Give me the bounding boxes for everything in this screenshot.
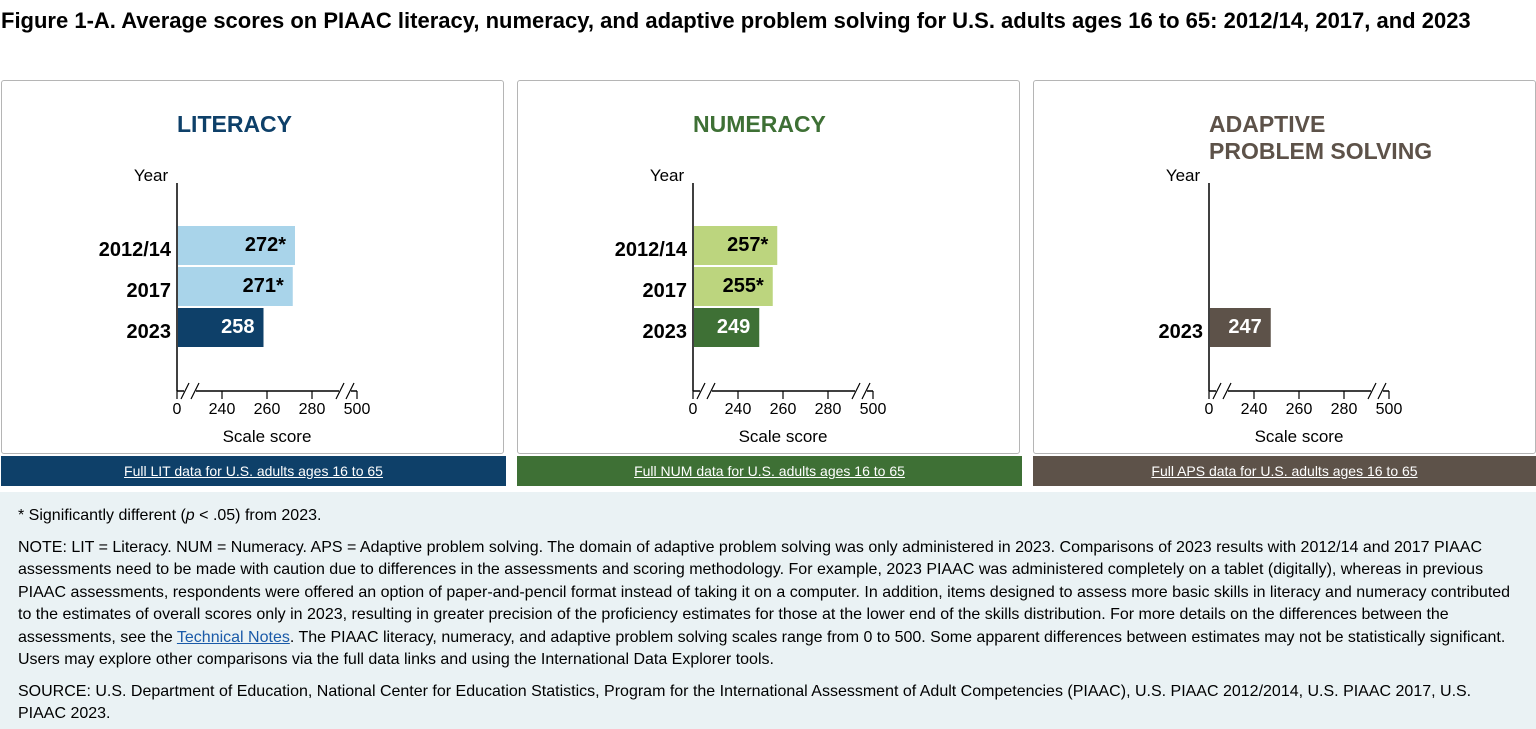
bar-value-label: 258 — [221, 316, 254, 338]
x-axis-label: Scale score — [1255, 427, 1344, 446]
y-axis-label: Year — [1166, 166, 1201, 185]
literacy-panel: LITERACY Year 0 240 260 280 500 Scale score 201… — [1, 80, 504, 454]
axis-break-left-slash-1 — [180, 382, 190, 400]
x-tick-label: 500 — [1376, 401, 1403, 418]
axis-break-right-slash-2 — [1377, 382, 1387, 400]
bar-value-label: 257* — [727, 234, 768, 256]
adaptive-problem-solving-chart-title: ADAPTIVE PROBLEM SOLVING — [1209, 111, 1433, 164]
p-symbol: p — [185, 507, 195, 524]
x-tick-label: 500 — [860, 401, 887, 418]
x-tick-label: 240 — [1241, 401, 1268, 418]
numeracy-chart: Year 0 240 260 280 500 Scale score 2012/14 257* 2… — [615, 166, 887, 446]
y-category-label: 2012/14 — [615, 239, 688, 261]
adaptive-problem-solving-panel: ADAPTIVE PROBLEM SOLVING Year 0 240 260 280 5… — [1033, 80, 1536, 454]
axis-break-right-slash-2 — [345, 382, 355, 400]
x-tick-label: 500 — [344, 401, 371, 418]
y-category-label: 2017 — [127, 280, 172, 302]
bar — [694, 308, 760, 347]
numeracy-panel: NUMERACY Year 0 240 260 280 500 Scale score 201… — [517, 80, 1020, 454]
bar — [1210, 308, 1271, 347]
x-tick-label: 280 — [815, 401, 842, 418]
x-tick-label: 240 — [209, 401, 236, 418]
x-tick-label: 280 — [299, 401, 326, 418]
axis-break-left-gap — [184, 381, 196, 401]
y-category-label: 2023 — [127, 321, 172, 343]
bar-value-label: 249 — [717, 316, 750, 338]
axis-break-right-slash-1 — [1367, 382, 1377, 400]
axis-break-left-slash-1 — [1212, 382, 1222, 400]
adaptive-problem-solving-chart: Year 0 240 260 280 500 Scale score 2023 247 — [1159, 166, 1403, 446]
bar-value-label: 255* — [723, 275, 764, 297]
full-num-data-link[interactable]: Full NUM data for U.S. adults ages 16 to… — [517, 456, 1022, 486]
x-tick-label: 260 — [1286, 401, 1313, 418]
source-note: SOURCE: U.S. Department of Education, Na… — [18, 682, 1472, 723]
bar-value-label: 272* — [245, 234, 286, 256]
axis-break-right-slash-1 — [335, 382, 345, 400]
bar — [694, 226, 778, 265]
significance-rest: < .05) from 2023. — [194, 507, 322, 524]
significance-note: * Significantly different (p < .05) from… — [18, 505, 1518, 528]
axis-break-right-slash-2 — [861, 382, 871, 400]
full-aps-data-link[interactable]: Full APS data for U.S. adults ages 16 to… — [1033, 456, 1536, 486]
figure-title: Figure 1-A. Average scores on PIAAC lite… — [1, 8, 1471, 33]
full-lit-data-link[interactable]: Full LIT data for U.S. adults ages 16 to… — [1, 456, 506, 486]
axis-break-right-gap — [339, 381, 351, 401]
y-category-label: 2012/14 — [99, 239, 172, 261]
bar — [178, 226, 295, 265]
y-category-label: 2023 — [1159, 321, 1204, 343]
bar — [178, 267, 293, 306]
axis-break-right-gap — [1371, 381, 1383, 401]
axis-break-left-gap — [1216, 381, 1228, 401]
y-category-label: 2023 — [643, 321, 688, 343]
bar — [694, 267, 773, 306]
general-note: NOTE: LIT = Literacy. NUM = Numeracy. AP… — [18, 537, 1518, 672]
note-text-continued: . The PIAAC literacy, numeracy, and adap… — [18, 628, 1506, 669]
technical-notes-link[interactable]: Technical Notes — [176, 628, 290, 646]
axis-break-left-slash-1 — [696, 382, 706, 400]
axis-break-left-slash-2 — [190, 382, 200, 400]
y-axis-label: Year — [650, 166, 685, 185]
bar — [178, 308, 264, 347]
x-tick-label: 260 — [254, 401, 281, 418]
axis-break-left-gap — [700, 381, 712, 401]
bar-value-label: 271* — [243, 275, 284, 297]
axis-break-left-slash-2 — [706, 382, 716, 400]
axis-break-left-slash-2 — [1222, 382, 1232, 400]
significance-text: * Significantly different ( — [18, 507, 186, 524]
x-axis-label: Scale score — [739, 427, 828, 446]
x-tick-label: 0 — [173, 401, 182, 418]
note-text: NOTE: LIT = Literacy. NUM = Numeracy. AP… — [18, 538, 1511, 646]
literacy-chart-title: LITERACY — [177, 111, 292, 137]
x-tick-label: 260 — [770, 401, 797, 418]
x-tick-label: 0 — [1205, 401, 1214, 418]
y-axis-label: Year — [134, 166, 169, 185]
x-tick-label: 0 — [689, 401, 698, 418]
y-category-label: 2017 — [643, 280, 688, 302]
axis-break-right-slash-1 — [851, 382, 861, 400]
x-tick-label: 240 — [725, 401, 752, 418]
literacy-chart: Year 0 240 260 280 500 Scale score 2012/14 272* 2… — [99, 166, 371, 446]
notes-section: * Significantly different (p < .05) from… — [0, 492, 1536, 729]
numeracy-chart-title: NUMERACY — [693, 111, 826, 137]
x-axis-label: Scale score — [223, 427, 312, 446]
bar-value-label: 247 — [1228, 316, 1261, 338]
x-tick-label: 280 — [1331, 401, 1358, 418]
axis-break-right-gap — [855, 381, 867, 401]
